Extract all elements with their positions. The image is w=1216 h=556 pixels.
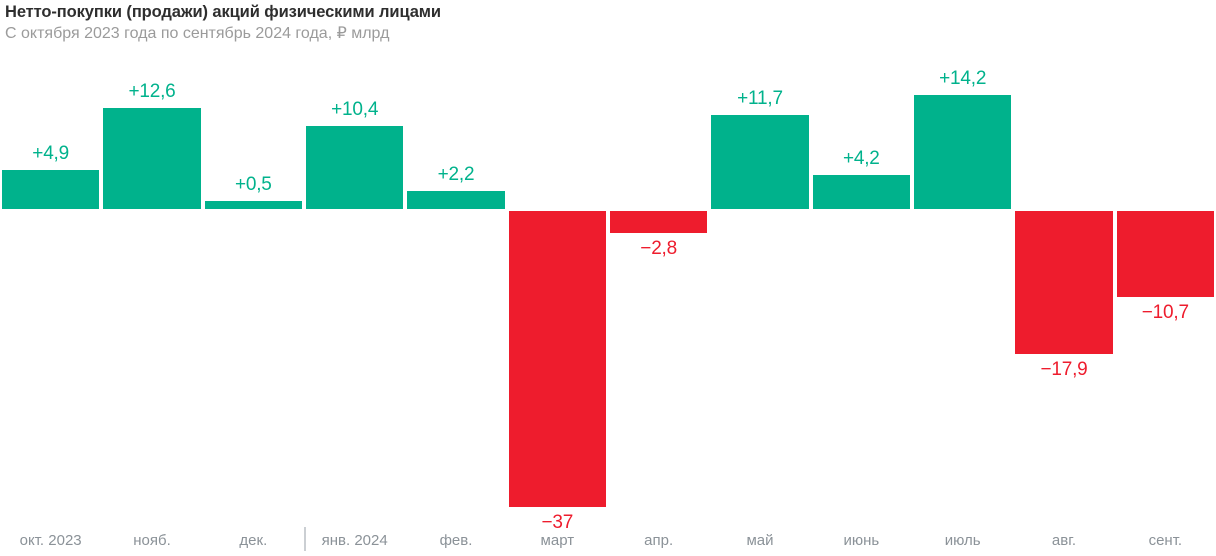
chart-header: Нетто-покупки (продажи) акций физическим… [5, 2, 441, 43]
bar [812, 175, 910, 209]
bar [1116, 211, 1214, 297]
bar [2, 169, 100, 209]
x-axis-label: июль [944, 532, 981, 549]
x-axis-label: сент. [1148, 532, 1183, 549]
bar-value-label: +10,4 [331, 98, 379, 120]
bar-value-label: −10,7 [1141, 301, 1189, 323]
chart-subtitle: С октября 2023 года по сентябрь 2024 год… [5, 25, 390, 42]
x-axis-label: окт. 2023 [19, 532, 82, 549]
bar-value-label: +4,9 [32, 142, 70, 164]
bar [508, 211, 606, 507]
bar-value-label: −17,9 [1040, 359, 1088, 381]
bar-value-label: +2,2 [437, 164, 475, 186]
x-axis-label: фев. [439, 532, 473, 549]
x-axis-label: янв. 2024 [321, 532, 388, 549]
bar [711, 115, 809, 209]
bar [103, 108, 201, 209]
x-axis-label: нояб. [133, 532, 171, 549]
bar [204, 201, 302, 209]
x-axis-label: май [746, 532, 774, 549]
bar-value-label: +0,5 [234, 174, 272, 195]
x-axis-label: апр. [644, 532, 674, 549]
bar-value-label: −2,8 [640, 238, 678, 260]
bar-value-label: +14,2 [939, 68, 987, 90]
bar-value-label: +12,6 [128, 81, 176, 103]
bar-value-label: +11,7 [737, 88, 783, 110]
x-axis-label: март [540, 532, 575, 549]
x-axis-label: июнь [843, 532, 880, 549]
bar [610, 211, 708, 234]
bar-value-label: +4,2 [842, 148, 880, 170]
x-axis-label: дек. [239, 532, 268, 549]
bar [914, 95, 1012, 209]
chart-title: Нетто-покупки (продажи) акций физическим… [5, 3, 441, 21]
bar [407, 191, 505, 209]
year-separator-line [304, 527, 306, 551]
bar [306, 125, 404, 209]
bar [1015, 211, 1113, 355]
x-axis-label: авг. [1051, 532, 1077, 549]
bar-value-label: −37 [541, 512, 574, 533]
